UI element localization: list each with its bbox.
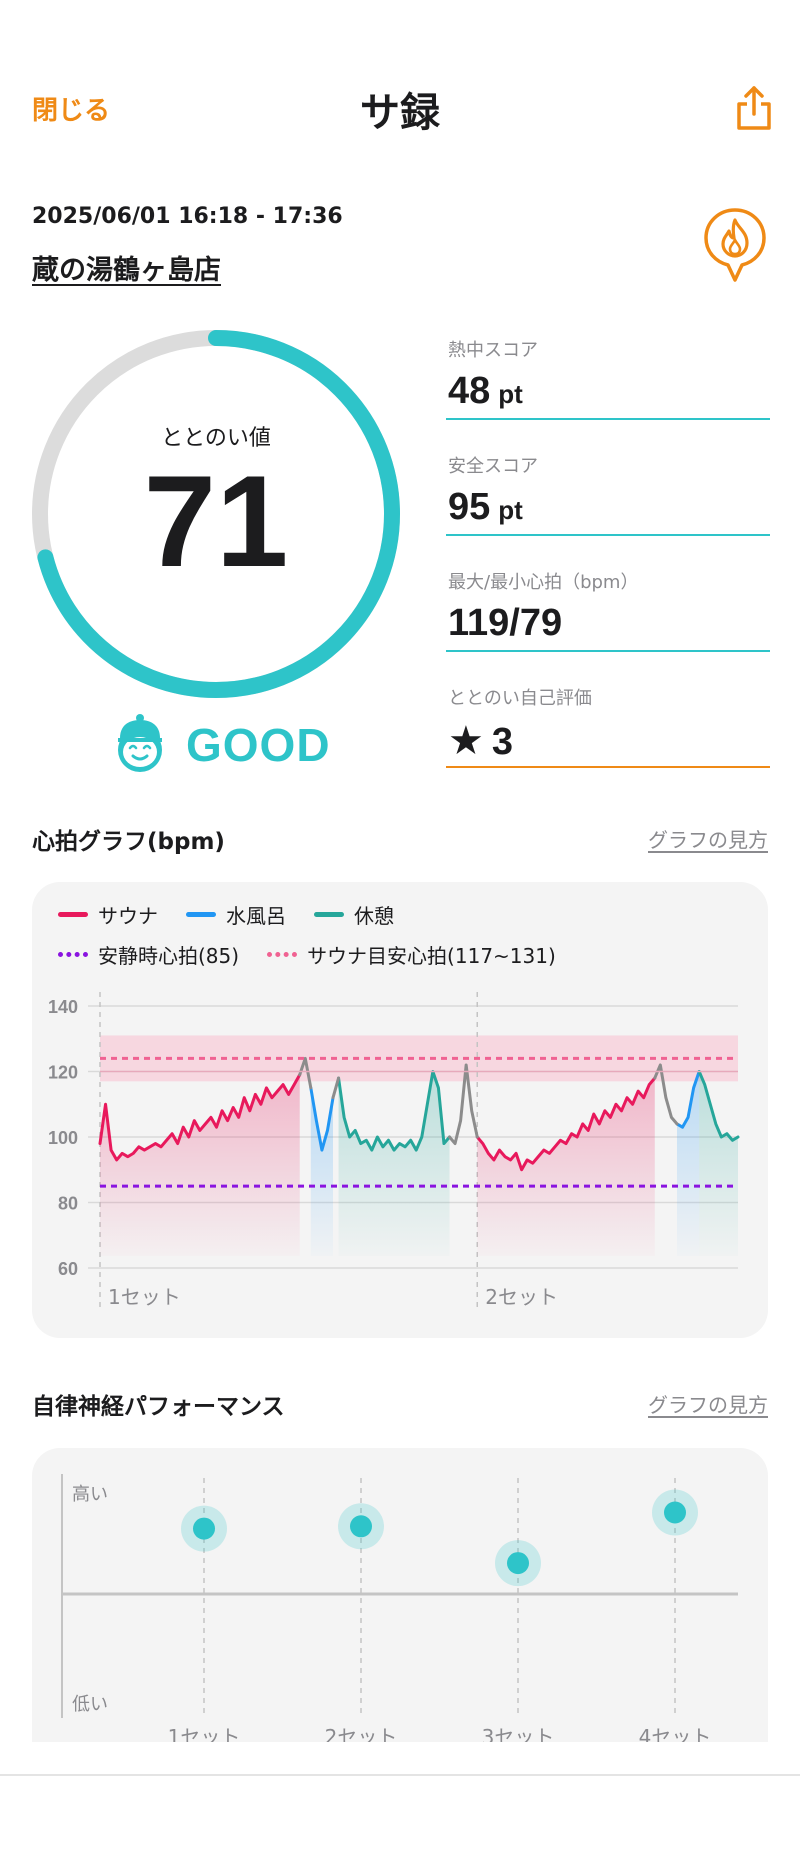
legend-resting-hr: 安静時心拍(85) (58, 940, 239, 969)
score-ring (32, 330, 400, 698)
series-area-cold (676, 1071, 700, 1256)
star-icon: ★ (448, 718, 484, 764)
facility-link[interactable]: 蔵の湯鶴ヶ島店 (32, 255, 221, 286)
heart-graph-title: 心拍グラフ(bpm) (32, 829, 225, 855)
stats-list: 熱中スコア 48 pt 安全スコア 95 pt 最大/最小心拍（bpm） 119/7… (446, 332, 770, 796)
y-tick-label: 140 (48, 997, 78, 1017)
heart-rate-chart: 60 80 100 120 140 1セット 2セット (48, 992, 740, 1309)
x-tick-label: 2セット (325, 1725, 398, 1742)
ans-point (507, 1552, 529, 1575)
stat-heart-rate: 最大/最小心拍（bpm） 119/79 (446, 564, 770, 680)
legend-sauna: サウナ (58, 900, 158, 929)
series-line-rest (697, 1070, 740, 1142)
stat-unit: pt (498, 495, 523, 525)
x-tick-label: 4セット (639, 1725, 712, 1742)
legend-row-2: 安静時心拍(85) サウナ目安心拍(117~131) (58, 940, 584, 969)
stat-number: 95 (448, 486, 491, 528)
score-value: 71 (143, 448, 289, 594)
y-tick-label: 120 (48, 1063, 78, 1083)
grade-text: GOOD (186, 719, 331, 771)
close-button[interactable]: 閉じる (32, 96, 111, 126)
fire-icon[interactable] (702, 206, 768, 286)
heart-graph-card: サウナ 水風呂 休憩 安静時心拍(85) サウナ目安心拍(117~131) 60… (32, 882, 768, 1338)
score-ring-arc (32, 330, 400, 698)
stat-label: 最大/最小心拍（bpm） (448, 572, 639, 593)
stat-value: 119/79 (448, 602, 562, 645)
series-line-sauna (98, 1073, 302, 1162)
ans-card: 高い低い 1セット 2セット 3セット 4セット (32, 1448, 768, 1742)
score-label: ととのい値 (161, 426, 271, 451)
y-tick-label: 100 (48, 1128, 78, 1148)
series-line-cold (309, 1086, 335, 1152)
stat-safety-score: 安全スコア 95 pt (446, 448, 770, 564)
stat-number: 48 (448, 370, 491, 412)
y-tick-label: 60 (58, 1259, 78, 1279)
series-line-transition (298, 1056, 313, 1090)
divider (446, 418, 770, 420)
series-line-cold (675, 1070, 701, 1129)
stat-heat-score: 熱中スコア 48 pt (446, 332, 770, 448)
ans-help-link[interactable]: グラフの見方 (648, 1393, 768, 1417)
x-tick-label: 1セット (168, 1725, 241, 1742)
stat-value: ★ 3 (448, 718, 513, 764)
footer-divider (0, 1774, 800, 1776)
stat-value: 48 pt (448, 370, 523, 413)
stat-number: 3 (491, 721, 513, 763)
series-area-rest (338, 1071, 450, 1256)
y-tick-label: 80 (58, 1194, 78, 1214)
legend-sauna-target: サウナ目安心拍(117~131) (267, 940, 556, 969)
y-label-high: 高い (72, 1484, 108, 1505)
stat-unit: pt (498, 379, 523, 409)
series-area-sauna (477, 1078, 655, 1256)
legend-row-1: サウナ 水風呂 休憩 (58, 900, 422, 929)
legend-cold: 水風呂 (186, 900, 286, 929)
series-line-transition (331, 1076, 341, 1100)
series-line-sauna (475, 1076, 657, 1172)
series-line-rest (337, 1070, 452, 1152)
set-label: 2セット (485, 1285, 558, 1309)
stat-label: 安全スコア (448, 456, 538, 477)
session-datetime: 2025/06/01 16:18 - 17:36 (32, 204, 343, 229)
x-tick-label: 3セット (482, 1725, 555, 1742)
stat-value: 95 pt (448, 486, 523, 529)
divider (446, 534, 770, 536)
stat-self-rating[interactable]: ととのい自己評価 ★ 3 (446, 680, 770, 796)
share-icon[interactable] (734, 84, 774, 132)
legend-rest: 休憩 (314, 900, 394, 929)
series-line-transition (448, 1063, 479, 1146)
stat-label: ととのい自己評価 (448, 688, 592, 709)
series-area-cold (310, 1087, 334, 1256)
series-area-rest (699, 1071, 738, 1256)
ans-point (193, 1517, 215, 1540)
smiling-face-icon (118, 714, 162, 772)
set-label: 1セット (108, 1285, 181, 1309)
page-title: サ録 (360, 90, 440, 136)
y-label-low: 低い (72, 1694, 108, 1715)
ans-title: 自律神経パフォーマンス (32, 1394, 285, 1420)
stat-number: 119/79 (448, 602, 563, 644)
series-line-transition (653, 1063, 679, 1126)
ans-point (350, 1515, 372, 1538)
header: 閉じる サ録 (0, 0, 800, 160)
divider (446, 650, 770, 652)
stat-label: 熱中スコア (448, 340, 538, 361)
grade: GOOD (114, 712, 354, 774)
series-area-sauna (100, 1074, 300, 1256)
heart-graph-help-link[interactable]: グラフの見方 (648, 828, 768, 852)
divider (446, 766, 770, 768)
ans-point (664, 1501, 686, 1524)
